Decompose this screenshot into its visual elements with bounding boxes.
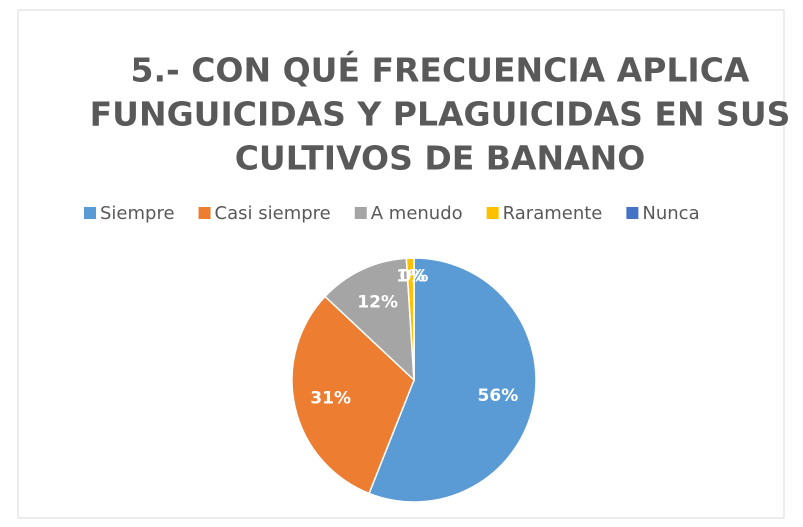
pie-slice	[324, 257, 415, 382]
legend-swatch	[486, 207, 499, 219]
pie-slice	[291, 295, 415, 495]
legend-label: Nunca	[642, 203, 699, 224]
slice-label: 12%	[357, 293, 398, 313]
legend-swatch	[198, 207, 211, 219]
slice-label: 0%	[400, 266, 429, 286]
chart-title: CULTIVOS DE BANANO	[235, 139, 646, 178]
legend-label: Casi siempre	[215, 203, 331, 224]
slice-label: 56%	[478, 386, 519, 406]
slice-label: 1%	[396, 266, 425, 286]
chart-title: FUNGUICIDAS Y PLAGUICIDAS EN SUS	[90, 95, 791, 134]
legend-label: A menudo	[371, 203, 463, 224]
chart-title: 5.- CON QUÉ FRECUENCIA APLICA	[131, 50, 750, 90]
slice-label: 31%	[310, 389, 351, 409]
pie-slice	[368, 257, 537, 503]
legend-swatch	[354, 207, 367, 219]
legend-label: Siempre	[100, 203, 175, 224]
legend-swatch	[84, 207, 96, 219]
legend-swatch	[626, 207, 639, 219]
legend-label: Raramente	[503, 203, 603, 224]
